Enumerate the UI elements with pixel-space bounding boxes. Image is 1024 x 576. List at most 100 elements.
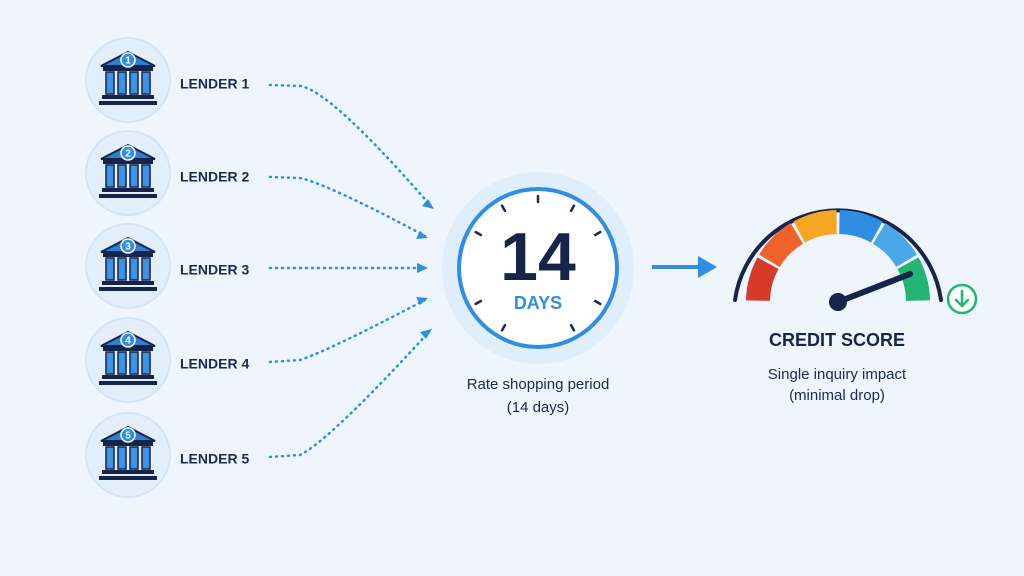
clock-tick: [593, 230, 602, 237]
bank-base: [99, 101, 157, 105]
bank-column: [105, 71, 115, 95]
bank-column: [105, 446, 115, 470]
bank-column: [141, 164, 151, 188]
needle-hub: [829, 293, 847, 311]
clock-ticks: [474, 194, 602, 332]
connector: [268, 298, 427, 364]
bank-column: [129, 351, 139, 375]
bank-base: [102, 281, 154, 285]
gauge-needle: [835, 271, 913, 305]
lender-halo: [85, 412, 171, 498]
bank-base: [102, 188, 154, 192]
bank-column: [141, 351, 151, 375]
lender-label: LENDER 5: [180, 451, 249, 467]
bank-column: [117, 164, 127, 188]
arrowhead: [422, 199, 434, 209]
gauge-title: CREDIT SCORE: [769, 330, 905, 350]
bank-base: [102, 375, 154, 379]
lender: 5 LENDER 5: [85, 412, 249, 498]
badge-number: 2: [125, 149, 131, 160]
arrowhead: [417, 263, 428, 273]
badge-number: 3: [125, 242, 131, 253]
lender: 4 LENDER 4: [85, 317, 249, 403]
lender-list: 1 LENDER 1 2 LENDER 2 3 LENDER 3 4 LENDER 4 5 LEN…: [85, 37, 249, 498]
bank-beam: [103, 252, 153, 257]
clock-tick: [569, 323, 576, 332]
gauge-caption: (minimal drop): [789, 387, 885, 404]
bank-base: [99, 381, 157, 385]
bank-column: [117, 446, 127, 470]
lender-label: LENDER 2: [180, 169, 249, 185]
gauge-segment: [793, 210, 838, 243]
lender-label: LENDER 4: [180, 356, 249, 372]
clock-tick: [593, 299, 602, 306]
connector: [268, 331, 430, 459]
gauge-segment: [872, 223, 917, 268]
clock-tick: [474, 299, 483, 306]
badge-number: 4: [125, 336, 131, 347]
gauge-caption: Single inquiry impact: [768, 366, 907, 383]
bank-beam: [103, 159, 153, 164]
clock-number: 14: [500, 219, 576, 295]
bank-base: [99, 287, 157, 291]
bank-base: [99, 476, 157, 480]
bank-column: [129, 164, 139, 188]
flow-arrow: [652, 256, 717, 278]
bank-column: [117, 257, 127, 281]
gauge-outline: [733, 208, 943, 302]
lender-halo: [85, 37, 171, 123]
gauge-segment: [838, 210, 883, 243]
bank-base: [99, 194, 157, 198]
lender-label: LENDER 3: [180, 262, 249, 278]
gauge-segment: [759, 223, 804, 268]
bank-column: [105, 257, 115, 281]
badge: [120, 238, 136, 254]
clock-tick: [474, 230, 483, 237]
gauge-segments: [746, 210, 930, 302]
bank-base: [102, 95, 154, 99]
connectors: [268, 83, 432, 459]
bank-column: [141, 71, 151, 95]
bank-column: [129, 257, 139, 281]
clock-tick: [569, 204, 576, 213]
bank-base: [102, 470, 154, 474]
bank-column: [117, 351, 127, 375]
bank-beam: [103, 346, 153, 351]
badge: [120, 427, 136, 443]
bank-column: [105, 351, 115, 375]
bank-beam: [103, 441, 153, 446]
badge: [120, 332, 136, 348]
badge-number: 1: [125, 56, 131, 67]
gauge-segment: [897, 257, 930, 302]
bank-column: [129, 71, 139, 95]
clock-caption: Rate shopping period: [467, 376, 610, 393]
bank-column: [117, 71, 127, 95]
clock-tick: [500, 323, 507, 332]
lender-halo: [85, 130, 171, 216]
clock-face: [457, 187, 619, 349]
lender-halo: [85, 223, 171, 309]
drop-arrow: [954, 289, 970, 308]
bank-column: [129, 446, 139, 470]
lender: 2 LENDER 2: [85, 130, 249, 216]
lender: 3 LENDER 3: [85, 223, 249, 309]
lender-label: LENDER 1: [180, 76, 249, 92]
arrowhead: [416, 297, 428, 305]
clock-tick: [500, 204, 507, 213]
arrowhead: [416, 231, 428, 239]
arrowhead: [420, 329, 432, 339]
badge: [120, 145, 136, 161]
badge: [120, 52, 136, 68]
arrowheads: [416, 199, 434, 339]
arrow-head: [698, 256, 717, 278]
gauge-segment: [746, 257, 779, 302]
clock-unit: DAYS: [514, 293, 562, 313]
lender: 1 LENDER 1: [85, 37, 249, 123]
badge-number: 5: [125, 431, 131, 442]
lender-halo: [85, 317, 171, 403]
bank-column: [141, 257, 151, 281]
clock-caption: (14 days): [507, 399, 570, 416]
bank-column: [105, 164, 115, 188]
bank-beam: [103, 66, 153, 71]
